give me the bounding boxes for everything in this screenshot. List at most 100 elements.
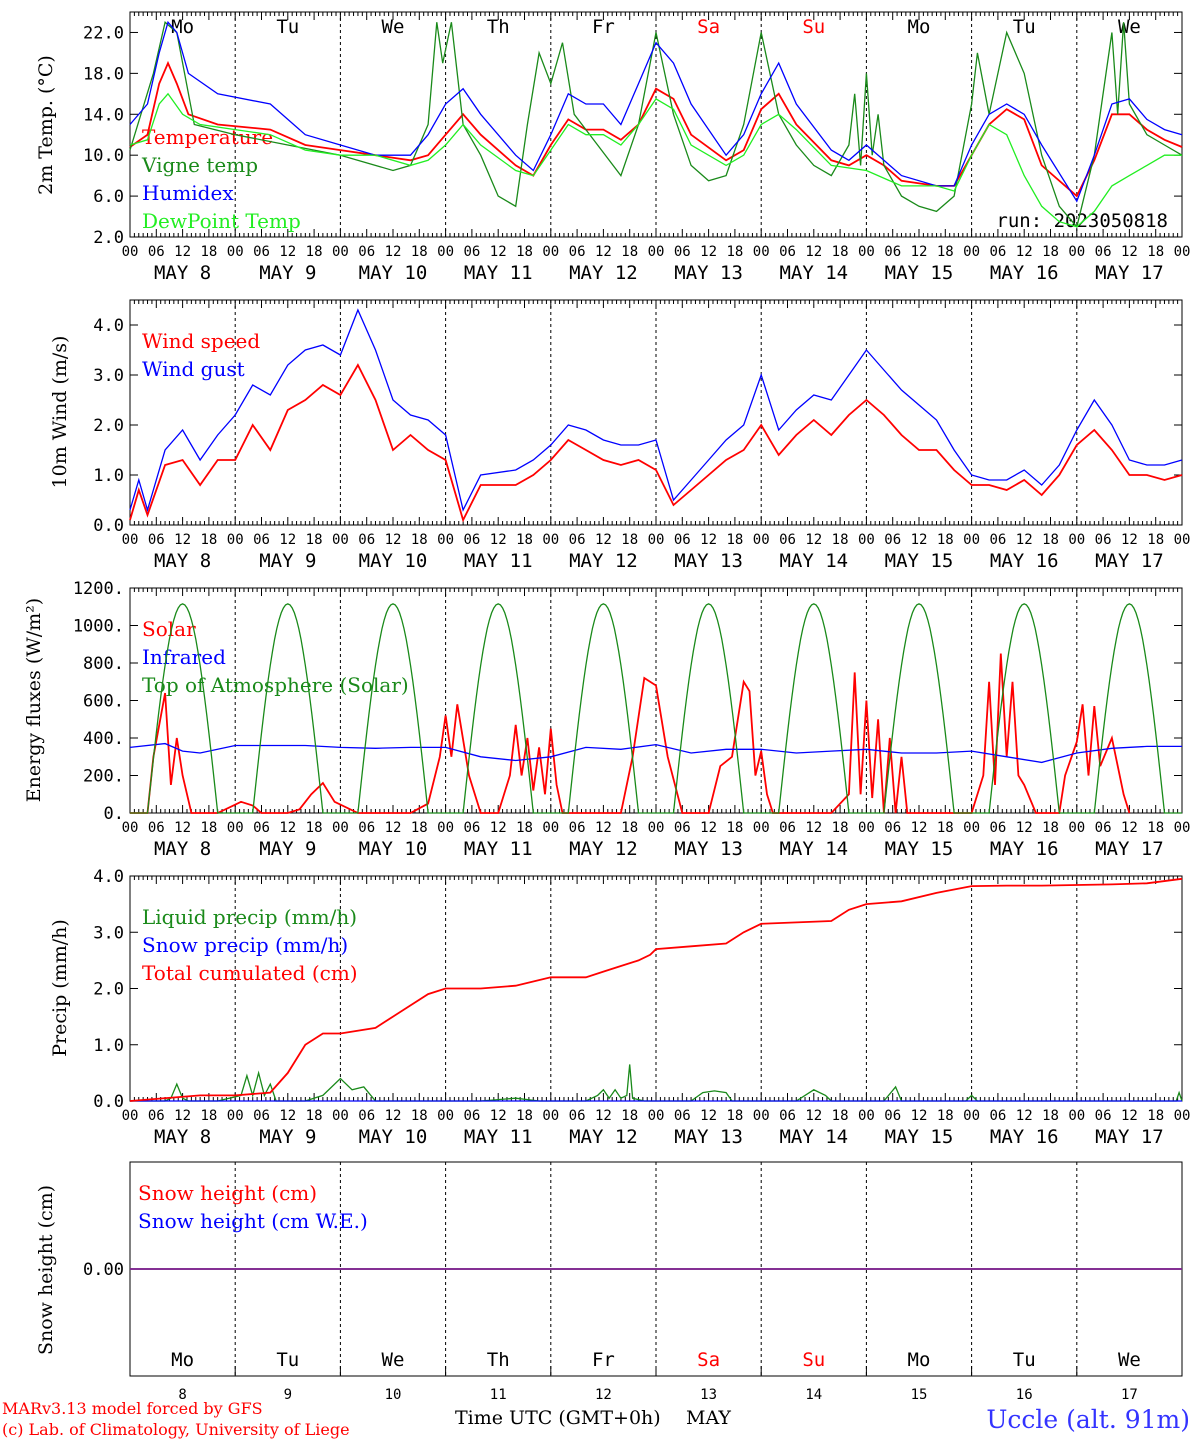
hour-tick-label: 00 xyxy=(753,1108,770,1124)
hour-tick-label: 06 xyxy=(358,820,375,836)
date-label: MAY 14 xyxy=(779,262,848,284)
date-label: MAY 13 xyxy=(674,262,743,284)
hour-tick-label: 18 xyxy=(1042,532,1059,548)
date-label: MAY 14 xyxy=(779,1126,848,1148)
hour-tick-label: 18 xyxy=(200,532,217,548)
hour-tick-label: 00 xyxy=(858,1108,875,1124)
hour-tick-label: 12 xyxy=(595,532,612,548)
hour-tick-label: 06 xyxy=(1095,1108,1112,1124)
hour-tick-label: 12 xyxy=(595,244,612,260)
hour-tick-label: 00 xyxy=(1068,820,1085,836)
hour-tick-label: 06 xyxy=(358,532,375,548)
legend-total-cumulated: Total cumulated (cm) xyxy=(142,961,358,985)
hour-tick-label: 12 xyxy=(700,820,717,836)
station-name: Uccle (alt. 91m) xyxy=(986,1405,1190,1434)
hour-tick-label: 12 xyxy=(174,1108,191,1124)
hour-tick-label: 12 xyxy=(911,244,928,260)
temp-ylabel: 2m Temp. (°C) xyxy=(35,55,57,195)
panel-frame xyxy=(129,299,1183,526)
hour-tick-label: 18 xyxy=(516,1108,533,1124)
hour-tick-label: 12 xyxy=(805,820,822,836)
hour-tick-label: 18 xyxy=(621,820,638,836)
y-tick-label: 3.0 xyxy=(93,923,124,943)
date-label: MAY 15 xyxy=(885,262,954,284)
legend-solar: Solar xyxy=(142,617,196,641)
hour-tick-label: 00 xyxy=(122,532,139,548)
legend-toa-solar: Top of Atmosphere (Solar) xyxy=(142,673,409,697)
hour-tick-label: 00 xyxy=(648,1108,665,1124)
hour-tick-label: 18 xyxy=(832,532,849,548)
series-line-energy-2 xyxy=(130,603,1182,814)
date-label: MAY 16 xyxy=(990,262,1059,284)
date-label: MAY 16 xyxy=(990,1126,1059,1148)
date-label: MAY 8 xyxy=(154,1126,211,1148)
y-tick-label: 4.0 xyxy=(93,867,124,887)
hour-tick-label: 12 xyxy=(595,820,612,836)
hour-tick-label: 00 xyxy=(1068,532,1085,548)
weekday-label: Fr xyxy=(592,1349,615,1371)
series-line-wind-0 xyxy=(129,363,1183,523)
hour-tick-label: 00 xyxy=(122,820,139,836)
wind-ylabel: 10m Wind (m/s) xyxy=(49,336,71,489)
legend-snow-precip: Snow precip (mm/h) xyxy=(142,933,348,957)
hour-tick-label: 06 xyxy=(463,532,480,548)
y-tick-label: 600. xyxy=(83,692,124,712)
legend-snow-height-we: Snow height (cm W.E.) xyxy=(138,1209,368,1233)
hour-tick-label: 06 xyxy=(569,1108,586,1124)
hour-tick-label: 18 xyxy=(726,532,743,548)
weekday-label: We xyxy=(382,1349,405,1371)
hour-tick-label: 00 xyxy=(437,532,454,548)
hour-tick-label: 06 xyxy=(463,244,480,260)
hour-tick-label: 06 xyxy=(148,244,165,260)
hour-tick-label: 18 xyxy=(621,1108,638,1124)
hour-tick-label: 12 xyxy=(911,820,928,836)
date-label: MAY 15 xyxy=(885,550,954,572)
hour-tick-label: 12 xyxy=(911,1108,928,1124)
hour-tick-label: 12 xyxy=(385,532,402,548)
hour-tick-label: 12 xyxy=(174,244,191,260)
date-label: MAY 9 xyxy=(259,1126,316,1148)
y-tick-label: 3.0 xyxy=(93,366,124,386)
date-label: MAY 9 xyxy=(259,262,316,284)
date-label: MAY 16 xyxy=(990,838,1059,860)
y-tick-label: 1200. xyxy=(73,579,124,599)
weekday-label: Tu xyxy=(1013,16,1036,38)
hour-tick-label: 18 xyxy=(832,244,849,260)
date-label: MAY 12 xyxy=(569,838,638,860)
hour-tick-label: 06 xyxy=(253,532,270,548)
series-line-temperature-1 xyxy=(129,20,1183,229)
hour-tick-label: 00 xyxy=(437,820,454,836)
weekday-label: We xyxy=(1118,16,1141,38)
hour-tick-label: 12 xyxy=(911,532,928,548)
hour-tick-label: 00 xyxy=(122,244,139,260)
hour-tick-label: 00 xyxy=(227,244,244,260)
hour-tick-label: 12 xyxy=(279,820,296,836)
y-tick-label: 200. xyxy=(83,767,124,787)
hour-tick-label: 06 xyxy=(569,244,586,260)
hour-tick-label: 18 xyxy=(832,820,849,836)
y-tick-label: 1.0 xyxy=(93,1036,124,1056)
y-tick-label: 6.0 xyxy=(93,187,124,207)
hour-tick-label: 00 xyxy=(648,244,665,260)
date-label: MAY 15 xyxy=(885,838,954,860)
hour-tick-label: 06 xyxy=(884,820,901,836)
hour-tick-label: 06 xyxy=(1095,820,1112,836)
hour-tick-label: 12 xyxy=(490,244,507,260)
hour-tick-label: 00 xyxy=(1068,244,1085,260)
y-tick-label: 800. xyxy=(83,654,124,674)
hour-tick-label: 00 xyxy=(753,244,770,260)
hour-tick-label: 06 xyxy=(989,820,1006,836)
hour-tick-label: 06 xyxy=(253,820,270,836)
hour-tick-label: 18 xyxy=(621,532,638,548)
hour-tick-label: 00 xyxy=(542,1108,559,1124)
day-number-label: 17 xyxy=(1121,1387,1138,1403)
weekday-label: Fr xyxy=(592,16,615,38)
date-label: MAY 9 xyxy=(259,838,316,860)
hour-tick-label: 12 xyxy=(174,820,191,836)
y-tick-label: 4.0 xyxy=(93,316,124,336)
hour-tick-label: 06 xyxy=(148,532,165,548)
hour-tick-label: 18 xyxy=(1147,244,1164,260)
hour-tick-label: 18 xyxy=(937,820,954,836)
hour-tick-label: 12 xyxy=(700,244,717,260)
legend-infrared: Infrared xyxy=(142,645,226,669)
